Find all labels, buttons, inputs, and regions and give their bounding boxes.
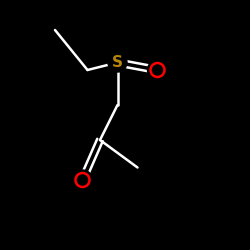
Text: S: S (112, 55, 123, 70)
Circle shape (72, 170, 92, 190)
Circle shape (148, 60, 168, 80)
Circle shape (108, 53, 127, 72)
